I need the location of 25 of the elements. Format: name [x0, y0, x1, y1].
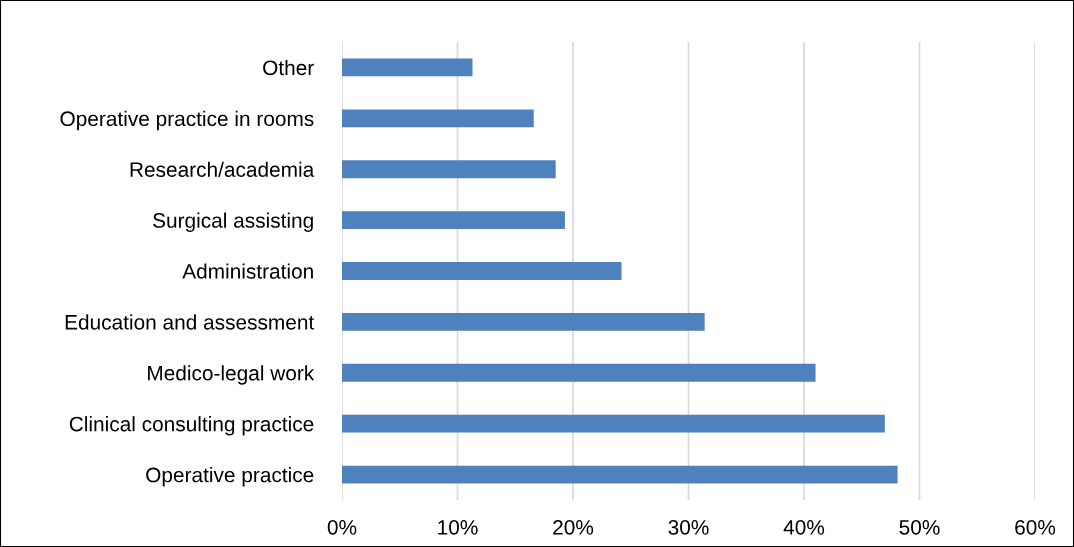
bar — [342, 211, 565, 230]
x-tick-label: 50% — [899, 519, 940, 535]
y-tick-label: Operative practice — [146, 467, 314, 487]
bar — [342, 58, 473, 77]
x-tick-label: 40% — [783, 519, 825, 535]
bar — [342, 312, 705, 331]
x-tick-label: 20% — [553, 519, 594, 535]
y-tick-label: Medico-legal work — [148, 365, 315, 385]
x-tick-label: 0% — [327, 519, 357, 535]
bar — [342, 414, 885, 433]
bar — [342, 262, 622, 280]
y-tick-label: Research/academia — [130, 161, 315, 177]
y-tick-label: Operative practice in rooms — [60, 110, 314, 131]
y-tick-label: Surgical assisting — [153, 212, 313, 232]
bar — [342, 160, 556, 179]
y-tick-label: Administration — [182, 263, 313, 279]
bar — [342, 363, 816, 382]
bar — [342, 109, 534, 128]
x-tick-label: 60% — [1015, 519, 1056, 535]
bar — [342, 465, 898, 484]
x-tick-label: 30% — [668, 519, 709, 535]
y-tick-label: Clinical consulting practice — [69, 416, 314, 436]
y-tick-label: Education and assessment — [65, 314, 315, 330]
y-tick-label: Other — [263, 59, 314, 76]
x-tick-label: 10% — [438, 519, 478, 535]
